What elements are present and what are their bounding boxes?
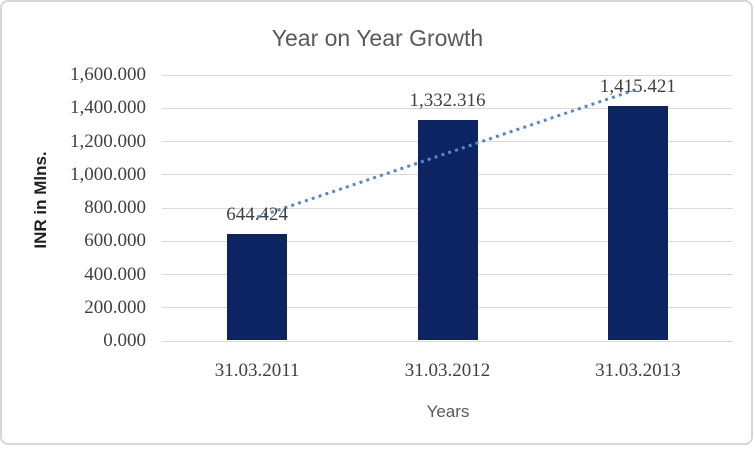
bar-value-label: 1,415.421: [599, 75, 676, 97]
y-tick-label: 200.000: [84, 296, 146, 318]
chart-title: Year on Year Growth: [271, 25, 484, 51]
gridline: [162, 74, 733, 76]
x-axis-title: Years: [426, 402, 470, 421]
bar: [227, 233, 288, 340]
y-tick-label: 1,000.000: [70, 163, 146, 185]
y-tick-label: 1,200.000: [70, 130, 146, 152]
bar-value-label: 644.424: [226, 203, 289, 225]
y-tick-label: 1,400.000: [70, 97, 146, 119]
x-tick-label: 31.03.2011: [214, 360, 300, 381]
y-tick-label: 1,600.000: [70, 64, 146, 85]
bar-value-label: 1,332.316: [409, 89, 486, 111]
y-tick-label: 0.000: [103, 330, 146, 351]
x-tick-label: 31.03.2013: [595, 360, 681, 381]
y-tick-label: 800.000: [84, 197, 146, 218]
gridline: [162, 107, 733, 109]
y-tick-label: 400.000: [84, 263, 146, 285]
bar: [607, 105, 668, 340]
x-tick-label: 31.03.2012: [404, 360, 491, 381]
trendline: [256, 87, 639, 219]
gridline: [162, 340, 733, 342]
bar: [417, 119, 478, 340]
y-tick-label: 600.000: [84, 230, 146, 252]
